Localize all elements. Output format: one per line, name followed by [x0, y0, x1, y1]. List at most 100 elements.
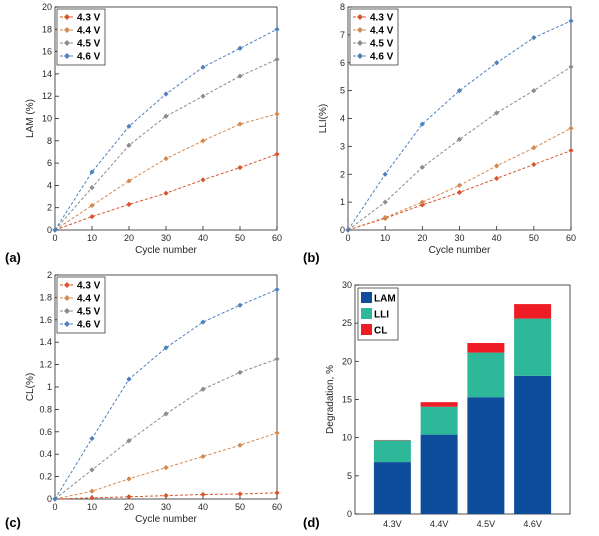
panel-b-data-point [531, 161, 537, 168]
panel-c-ytick-label: 1.6 [39, 315, 52, 325]
panel-b-ytick-label: 1 [340, 197, 345, 207]
panel-b-data-point [456, 88, 463, 94]
panel-b-ylabel: LLI(%) [318, 104, 329, 133]
panel-b-data-point [456, 136, 463, 143]
panel-a-data-point [89, 202, 95, 209]
panel-d-ytick-label: 15 [342, 395, 352, 405]
panel-a-data-point [126, 123, 132, 129]
panel-a-xtick-label: 40 [198, 233, 208, 243]
panel-b-xtick-label: 0 [345, 233, 350, 243]
panel-a-xtick-label: 50 [235, 233, 245, 243]
panel-a-data-point [274, 56, 280, 63]
panel-b-ytick-label: 0 [340, 225, 345, 235]
panel-d-legend-swatch [361, 292, 372, 303]
panel-b-data-point [456, 189, 463, 195]
panel-d-legend-label: LLI [374, 310, 389, 321]
panel-c-data-point [89, 435, 95, 442]
panel-a-data-point [200, 138, 206, 144]
panel-c-xtick-label: 60 [272, 502, 282, 512]
panel-c-ylabel: CL(%) [25, 373, 36, 401]
panel-c-data-point [89, 488, 95, 494]
panel-c-legend-box [56, 276, 106, 334]
panel-b-data-point [382, 199, 388, 205]
panel-a-ytick-label: 0 [47, 225, 52, 235]
panel-b-legend-label: 4.5 V [370, 39, 394, 50]
panel-b-data-point [419, 164, 425, 170]
panel-c-data-point [274, 356, 280, 362]
panel-a-ytick-label: 6 [47, 158, 52, 168]
panel-a-data-point [200, 64, 206, 70]
panel-c-legend-label: 4.3 V [77, 281, 101, 292]
panel-a-legend-label: 4.6 V [77, 52, 101, 63]
panel-c-ytick-label: 0.6 [39, 427, 52, 437]
panel-a-legend-marker [64, 27, 70, 33]
panel-d-ytick-label: 0 [347, 509, 352, 519]
panel-a-data-point [274, 151, 280, 157]
panel-c-legend-marker [64, 282, 70, 288]
panel-b-data-point [419, 121, 425, 127]
panel-a-data-point [163, 190, 169, 196]
panel-d-legend-label: CL [374, 326, 387, 337]
panel-c-ytick-label: 0.8 [39, 404, 52, 414]
panel-d-bar-lam [373, 462, 411, 514]
panel-b-data-point [419, 199, 425, 205]
panel-c-legend-label: 4.4 V [77, 294, 101, 305]
panel-a-legend-marker [64, 14, 70, 20]
panel-b-xtick-label: 60 [566, 233, 576, 243]
panel-c-legend-marker [64, 321, 70, 327]
panel-a-data-point [237, 121, 243, 127]
panel-b-data-point [531, 88, 537, 94]
panel-d-bar-lli [514, 318, 552, 376]
panel-b-xtick-label: 10 [380, 233, 390, 243]
panel-b-data-point [419, 202, 425, 208]
panel-a-ytick-label: 16 [42, 47, 52, 57]
panel-c-xlabel: Cycle number [135, 514, 197, 525]
panel-d-bar-cl [514, 304, 552, 319]
panel-c-ytick-label: 0.4 [39, 449, 52, 459]
panel-c-data-point [126, 438, 132, 444]
panel-a-data-point [89, 214, 95, 220]
panel-c-data-point [163, 345, 169, 351]
panel-d-degradation-bar-chart: 0 5 10 15 20 25 30 Degradation, % 4.3V 4.4V 4.5V 4.… [325, 280, 571, 529]
panel-d-ytick-label: 5 [347, 471, 352, 481]
panel-a-ytick-label: 10 [42, 114, 52, 124]
panel-c-xtick-label: 50 [235, 502, 245, 512]
panel-a-data-point [163, 156, 169, 162]
panel-b-data-point [345, 227, 351, 233]
panel-d-bar-cl [420, 402, 458, 407]
panel-d-legend-swatch [361, 324, 372, 335]
panel-d-bar-lli [373, 440, 411, 463]
panel-c-ytick-label: 1.8 [39, 292, 52, 302]
panel-d-bar-lli [467, 352, 505, 398]
panel-d-legend-label: LAM [374, 294, 396, 305]
panel-c-data-point [52, 496, 58, 502]
panel-c-data-point [89, 467, 95, 473]
panel-d-ytick-label: 25 [342, 318, 352, 328]
panel-a-data-point [274, 111, 280, 117]
panel-a-ytick-label: 12 [42, 91, 52, 101]
panel-b-legend-marker [357, 27, 363, 33]
panel-a-legend-marker [64, 40, 70, 46]
panel-c-xtick-label: 0 [52, 502, 57, 512]
panel-b-ytick-label: 7 [340, 30, 345, 40]
panel-c-ytick-label: 1.2 [39, 360, 52, 370]
panel-b-legend-marker [357, 40, 363, 46]
panel-d-bar-cl [467, 343, 505, 353]
panel-b-data-point [568, 147, 574, 154]
panel-a-lam-chart: 0 10 20 30 40 50 60 Cycle number 0 2 4 6 8 10 12 14 16 18… [25, 2, 282, 256]
panel-a-data-point [200, 177, 206, 183]
panel-a-xtick-label: 10 [87, 233, 97, 243]
panel-a-data-point [126, 178, 132, 184]
panel-c-legend-marker [64, 308, 70, 314]
panel-c-legend-label: 4.5 V [77, 307, 101, 318]
panel-b-legend-label: 4.6 V [370, 52, 394, 63]
panel-c-legend-label: 4.6 V [77, 320, 101, 331]
panel-b-ytick-label: 6 [340, 58, 345, 68]
panel-a-xtick-label: 30 [161, 233, 171, 243]
panel-a-legend-label: 4.5 V [77, 39, 101, 50]
panel-c-data-point [163, 493, 169, 499]
panel-label-a: (a) [5, 250, 21, 265]
panel-a-data-point [89, 185, 95, 191]
panel-c-data-point [274, 430, 280, 436]
panel-c-data-point [237, 442, 243, 448]
